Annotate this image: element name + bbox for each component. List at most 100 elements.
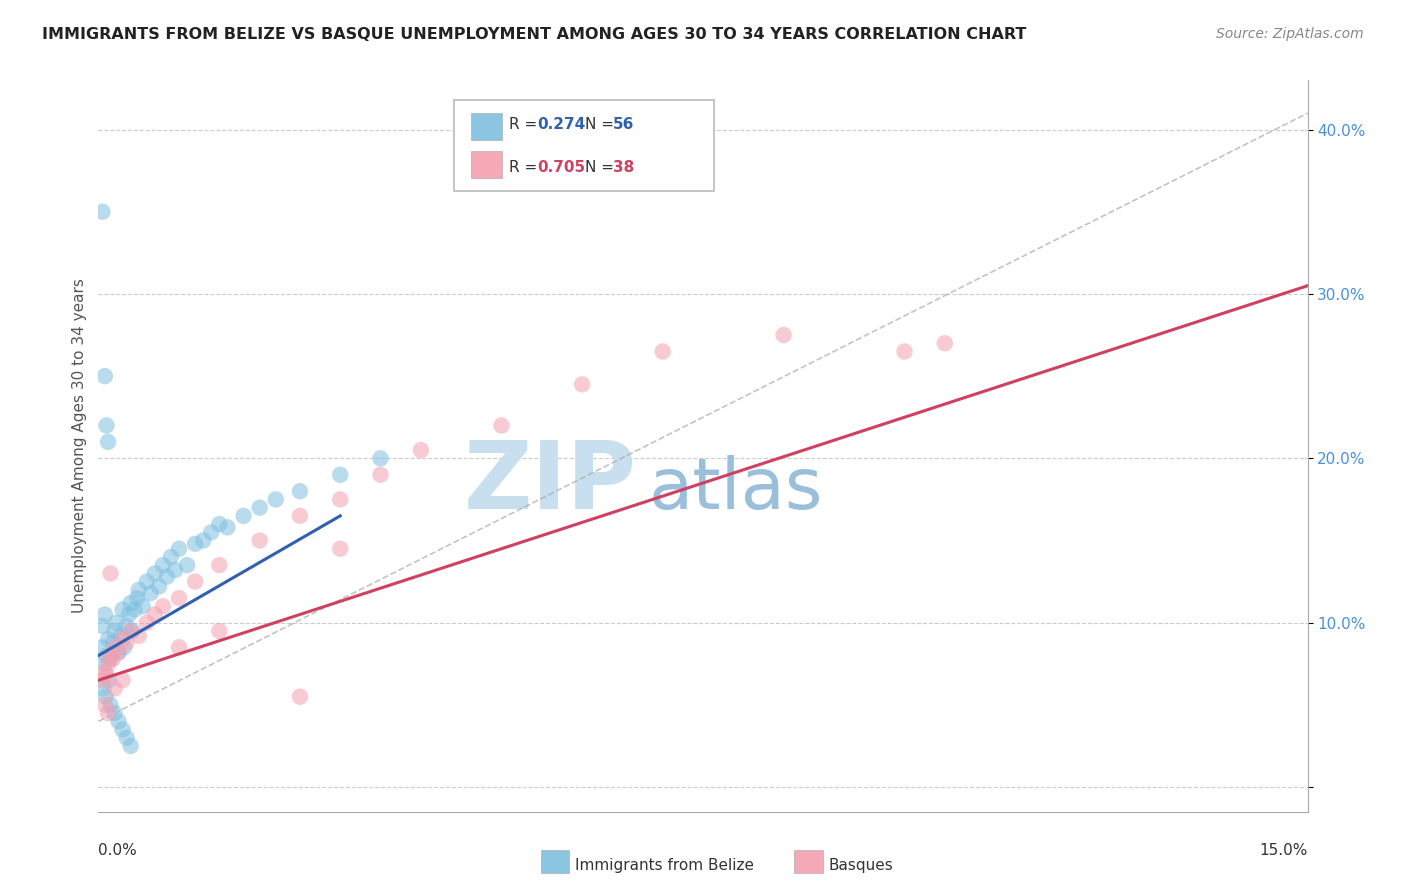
Text: N =: N = — [585, 117, 619, 132]
Point — [160, 549, 183, 564]
Point — [115, 635, 138, 649]
Point — [91, 640, 114, 655]
Point — [184, 574, 207, 589]
Point — [208, 624, 231, 638]
Point — [111, 723, 134, 737]
Point — [121, 624, 143, 638]
Point — [97, 706, 120, 720]
Point — [143, 607, 166, 622]
Point — [101, 652, 124, 666]
Point — [148, 580, 170, 594]
Point — [329, 541, 352, 556]
Point — [112, 640, 135, 655]
Point — [111, 673, 134, 688]
Point — [208, 517, 231, 532]
Point — [409, 443, 432, 458]
Point — [101, 635, 124, 649]
Point — [163, 563, 186, 577]
Text: N =: N = — [585, 160, 619, 175]
Point — [100, 652, 122, 666]
Point — [264, 492, 287, 507]
Point — [120, 624, 142, 638]
Point — [491, 418, 513, 433]
Point — [94, 607, 117, 622]
Point — [127, 591, 149, 605]
Point — [167, 591, 190, 605]
Point — [571, 377, 593, 392]
Point — [143, 566, 166, 581]
Point — [97, 434, 120, 449]
Point — [167, 640, 190, 655]
Point — [103, 640, 125, 655]
Point — [118, 607, 141, 622]
Point — [288, 690, 311, 704]
Text: 0.274: 0.274 — [537, 117, 585, 132]
Point — [156, 569, 179, 583]
Point — [893, 344, 915, 359]
Point — [105, 615, 128, 630]
Point — [208, 558, 231, 573]
Point — [111, 602, 134, 616]
Point — [100, 698, 122, 712]
Point — [772, 328, 794, 343]
Point — [110, 629, 132, 643]
Point — [329, 492, 352, 507]
Point — [135, 615, 157, 630]
Point — [152, 599, 174, 614]
Point — [176, 558, 198, 573]
Point — [132, 599, 155, 614]
Point — [103, 706, 125, 720]
Point — [232, 508, 254, 523]
Point — [107, 645, 129, 659]
Point — [111, 632, 134, 647]
Text: R =: R = — [509, 117, 543, 132]
Point — [120, 739, 142, 753]
Point — [94, 665, 117, 679]
Point — [288, 484, 311, 499]
Point — [135, 574, 157, 589]
Point — [96, 418, 118, 433]
Point — [120, 596, 142, 610]
Text: 56: 56 — [613, 117, 634, 132]
Point — [91, 619, 114, 633]
Point — [100, 566, 122, 581]
Text: 0.0%: 0.0% — [98, 843, 138, 858]
Point — [934, 336, 956, 351]
Point — [370, 467, 392, 482]
Point — [124, 602, 146, 616]
Point — [651, 344, 673, 359]
Y-axis label: Unemployment Among Ages 30 to 34 years: Unemployment Among Ages 30 to 34 years — [72, 278, 87, 614]
Point — [91, 673, 114, 688]
Point — [97, 632, 120, 647]
Point — [115, 619, 138, 633]
Point — [139, 586, 162, 600]
Text: IMMIGRANTS FROM BELIZE VS BASQUE UNEMPLOYMENT AMONG AGES 30 TO 34 YEARS CORRELAT: IMMIGRANTS FROM BELIZE VS BASQUE UNEMPLO… — [42, 27, 1026, 42]
Point — [97, 673, 120, 688]
Text: Basques: Basques — [828, 858, 893, 872]
Point — [94, 698, 117, 712]
Point — [103, 681, 125, 696]
Point — [107, 714, 129, 729]
Text: 15.0%: 15.0% — [1260, 843, 1308, 858]
Point — [184, 537, 207, 551]
Point — [103, 624, 125, 638]
Text: 38: 38 — [613, 160, 634, 175]
Point — [288, 508, 311, 523]
Point — [93, 657, 115, 671]
Text: R =: R = — [509, 160, 543, 175]
Text: ZIP: ZIP — [464, 436, 637, 529]
Text: 0.705: 0.705 — [537, 160, 585, 175]
Point — [152, 558, 174, 573]
Text: atlas: atlas — [648, 456, 823, 524]
Point — [329, 467, 352, 482]
Point — [128, 629, 150, 643]
Point — [94, 690, 117, 704]
Point — [167, 541, 190, 556]
Point — [115, 731, 138, 745]
Point — [249, 500, 271, 515]
Point — [370, 451, 392, 466]
Point — [96, 648, 118, 663]
Point — [96, 668, 118, 682]
Point — [107, 645, 129, 659]
Text: Source: ZipAtlas.com: Source: ZipAtlas.com — [1216, 27, 1364, 41]
